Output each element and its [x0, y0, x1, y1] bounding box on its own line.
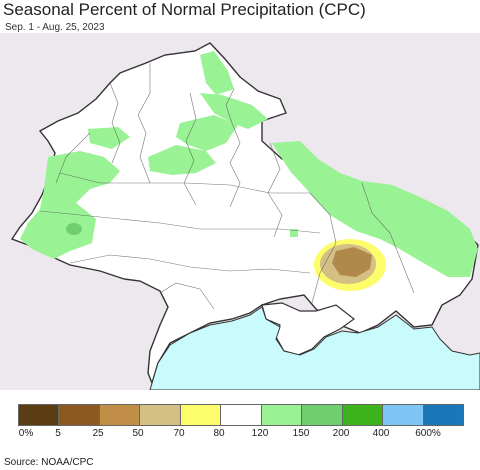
map-title: Seasonal Percent of Normal Precipitation… — [3, 0, 366, 19]
wet-area-central — [176, 115, 238, 151]
legend-label-2: 25 — [92, 428, 104, 439]
legend-swatch-7 — [302, 405, 343, 425]
legend-label-10: 600% — [415, 428, 441, 439]
wet-area-small — [290, 229, 298, 237]
black-sea — [149, 306, 480, 390]
legend-label-1: 5 — [55, 428, 61, 439]
precipitation-map — [0, 33, 480, 390]
oblast-borders — [39, 63, 415, 310]
legend-swatch-1 — [59, 405, 100, 425]
legend-label-8: 200 — [332, 428, 350, 439]
wet-area-center-belt — [148, 145, 216, 175]
legend-label-3: 50 — [132, 428, 144, 439]
legend-swatch-0 — [19, 405, 60, 425]
source-credit: Source: NOAA/CPC — [4, 457, 94, 468]
legend-label-0: 0% — [18, 428, 34, 439]
dry-area-core — [332, 247, 372, 277]
legend-swatch-2 — [99, 405, 141, 425]
land-area — [10, 42, 479, 386]
legend-labels: 0% 5 25 50 70 80 120 150 200 400 600% — [0, 428, 480, 442]
wetter-spot — [66, 223, 82, 235]
wet-area-north — [200, 51, 234, 95]
legend-label-6: 120 — [251, 428, 269, 439]
legend-swatch-3 — [140, 405, 181, 425]
legend-label-9: 400 — [372, 428, 390, 439]
legend-swatch-4 — [180, 405, 222, 425]
legend-label-7: 150 — [292, 428, 310, 439]
legend-swatch-5 — [221, 405, 262, 425]
legend-label-4: 70 — [173, 428, 185, 439]
legend-swatch-6 — [261, 405, 303, 425]
date-range: Sep. 1 - Aug. 25, 2023 — [5, 22, 105, 33]
wet-area-east — [272, 141, 478, 277]
legend-bar — [18, 404, 464, 426]
legend-swatch-10 — [423, 405, 463, 425]
legend-swatch-8 — [342, 405, 384, 425]
legend-swatch-9 — [383, 405, 424, 425]
legend-label-5: 80 — [213, 428, 225, 439]
wet-area-north-2 — [200, 93, 268, 129]
wet-area-west — [20, 151, 120, 259]
